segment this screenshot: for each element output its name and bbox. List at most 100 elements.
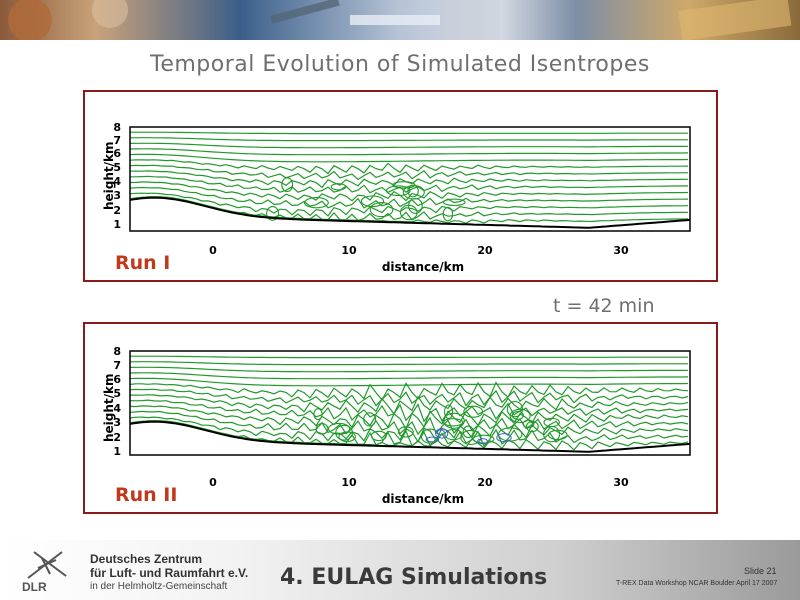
isentrope-line: [129, 405, 689, 431]
x-axis: 0 10 20 30: [209, 244, 629, 257]
isentrope-line: [130, 137, 688, 142]
secondary-contour: [435, 428, 449, 439]
turbulent-eddy: [369, 202, 394, 218]
isentrope-line: [129, 410, 689, 436]
turbulent-eddy: [313, 408, 323, 421]
turbulent-eddy: [525, 420, 539, 433]
run-2-isentrope-plot: 8 7 6 5 4 3 2 1 height/km 0 10 20 30 dis…: [102, 345, 691, 506]
x-tick-label: 20: [477, 244, 493, 257]
isentrope-line: [129, 388, 689, 407]
run-1-isentrope-plot: 8 7 6 5 4 3 2 1 height/km 0 10 20 30 dis…: [102, 121, 691, 274]
isentrope-line: [129, 366, 689, 373]
y-tick-label: 4: [113, 402, 121, 415]
turbulent-eddy: [363, 412, 377, 427]
turbulent-eddy: [463, 405, 484, 418]
turbulent-eddy: [330, 183, 347, 191]
dlr-logo-text: DLR: [22, 580, 47, 594]
terrain-line: [129, 196, 691, 229]
isentrope-line: [129, 153, 689, 163]
turbulent-eddy: [407, 184, 419, 198]
turbulent-eddy: [397, 426, 414, 438]
isentrope-line: [129, 381, 689, 401]
turbulent-eddy: [327, 422, 351, 435]
turbulent-eddy: [370, 430, 387, 442]
y-tick-label: 8: [113, 345, 121, 358]
x-tick-label: 10: [341, 476, 357, 489]
x-axis-label: distance/km: [382, 260, 464, 274]
slide-title: Temporal Evolution of Simulated Isentrop…: [150, 52, 650, 77]
turbulent-eddy: [442, 206, 454, 222]
isentrope-line: [129, 416, 689, 443]
secondary-contour: [496, 433, 512, 443]
turbulent-eddy: [462, 425, 474, 439]
turbulent-eddy: [443, 404, 454, 420]
isentrope-line: [129, 399, 689, 423]
y-axis-label: height/km: [102, 141, 116, 210]
y-tick-label: 2: [113, 204, 121, 217]
turbulent-eddy: [509, 408, 531, 424]
turbulent-eddy: [420, 428, 440, 444]
isentrope-line: [129, 186, 689, 209]
isentrope-line: [129, 142, 689, 149]
isentrope-line: [129, 159, 689, 175]
x-tick-label: 30: [613, 476, 629, 489]
isentrope-line: [129, 196, 689, 224]
run-1-panel: 8 7 6 5 4 3 2 1 height/km 0 10 20 30 dis…: [83, 90, 718, 282]
y-tick-label: 5: [113, 161, 121, 174]
y-axis: 8 7 6 5 4 3 2 1: [113, 121, 121, 231]
isentrope-line: [130, 394, 689, 415]
institution-name: Deutsches Zentrum für Luft- und Raumfahr…: [90, 552, 248, 594]
plot-frame: [129, 126, 691, 232]
x-tick-label: 30: [613, 244, 629, 257]
y-tick-label: 1: [113, 218, 121, 231]
event-line: T-REX Data Workshop NCAR Boulder April 1…: [616, 580, 778, 587]
y-tick-label: 5: [113, 387, 121, 400]
turbulent-eddy: [460, 429, 482, 445]
y-tick-label: 6: [113, 373, 121, 386]
y-tick-label: 8: [113, 121, 121, 134]
section-title: 4. EULAG Simulations: [280, 565, 548, 590]
dlr-logo-icon: [27, 551, 67, 579]
secondary-contour: [436, 429, 445, 436]
x-tick-label: 0: [209, 244, 217, 257]
y-tick-label: 3: [113, 416, 121, 429]
turbulent-eddy: [303, 197, 329, 209]
turbulent-eddy: [522, 419, 535, 429]
x-tick-label: 20: [477, 476, 493, 489]
y-tick-label: 1: [113, 445, 121, 458]
isentrope-line: [129, 170, 689, 189]
y-tick-label: 7: [113, 134, 121, 147]
isentrope-line: [130, 175, 689, 194]
time-label: t = 42 min: [553, 295, 655, 317]
turbulent-eddy: [335, 424, 353, 441]
turbulent-eddy: [497, 427, 523, 442]
turbulent-eddy: [281, 177, 294, 193]
y-tick-label: 7: [113, 359, 121, 372]
turbulent-eddy: [543, 425, 561, 443]
header-banner-image: [0, 0, 800, 40]
turbulent-eddy: [511, 410, 524, 420]
y-tick-label: 3: [113, 189, 121, 202]
run-label: Run I: [115, 252, 171, 274]
y-tick-label: 6: [113, 147, 121, 160]
isentrope-line: [129, 372, 689, 380]
institution-line-1: Deutsches Zentrum: [90, 552, 203, 566]
isentrope-line: [130, 361, 688, 366]
turbulent-eddy: [385, 185, 411, 197]
turbulent-eddy: [443, 412, 465, 429]
secondary-contour: [425, 436, 440, 443]
isentrope-line: [129, 181, 689, 202]
turbulent-eddy: [506, 401, 524, 418]
turbulent-eddy: [315, 422, 329, 435]
turbulent-eddy: [472, 434, 495, 444]
plot-frame: [129, 350, 691, 456]
x-tick-label: 10: [341, 244, 357, 257]
isentrope-line: [129, 148, 689, 156]
turbulent-eddy: [442, 198, 466, 207]
run-label: Run II: [115, 484, 178, 506]
y-tick-label: 2: [113, 431, 121, 444]
y-axis-label: height/km: [102, 373, 116, 442]
terrain-line: [129, 420, 691, 453]
run-2-panel: 8 7 6 5 4 3 2 1 height/km 0 10 20 30 dis…: [83, 322, 718, 514]
isentrope-line: [129, 377, 689, 387]
